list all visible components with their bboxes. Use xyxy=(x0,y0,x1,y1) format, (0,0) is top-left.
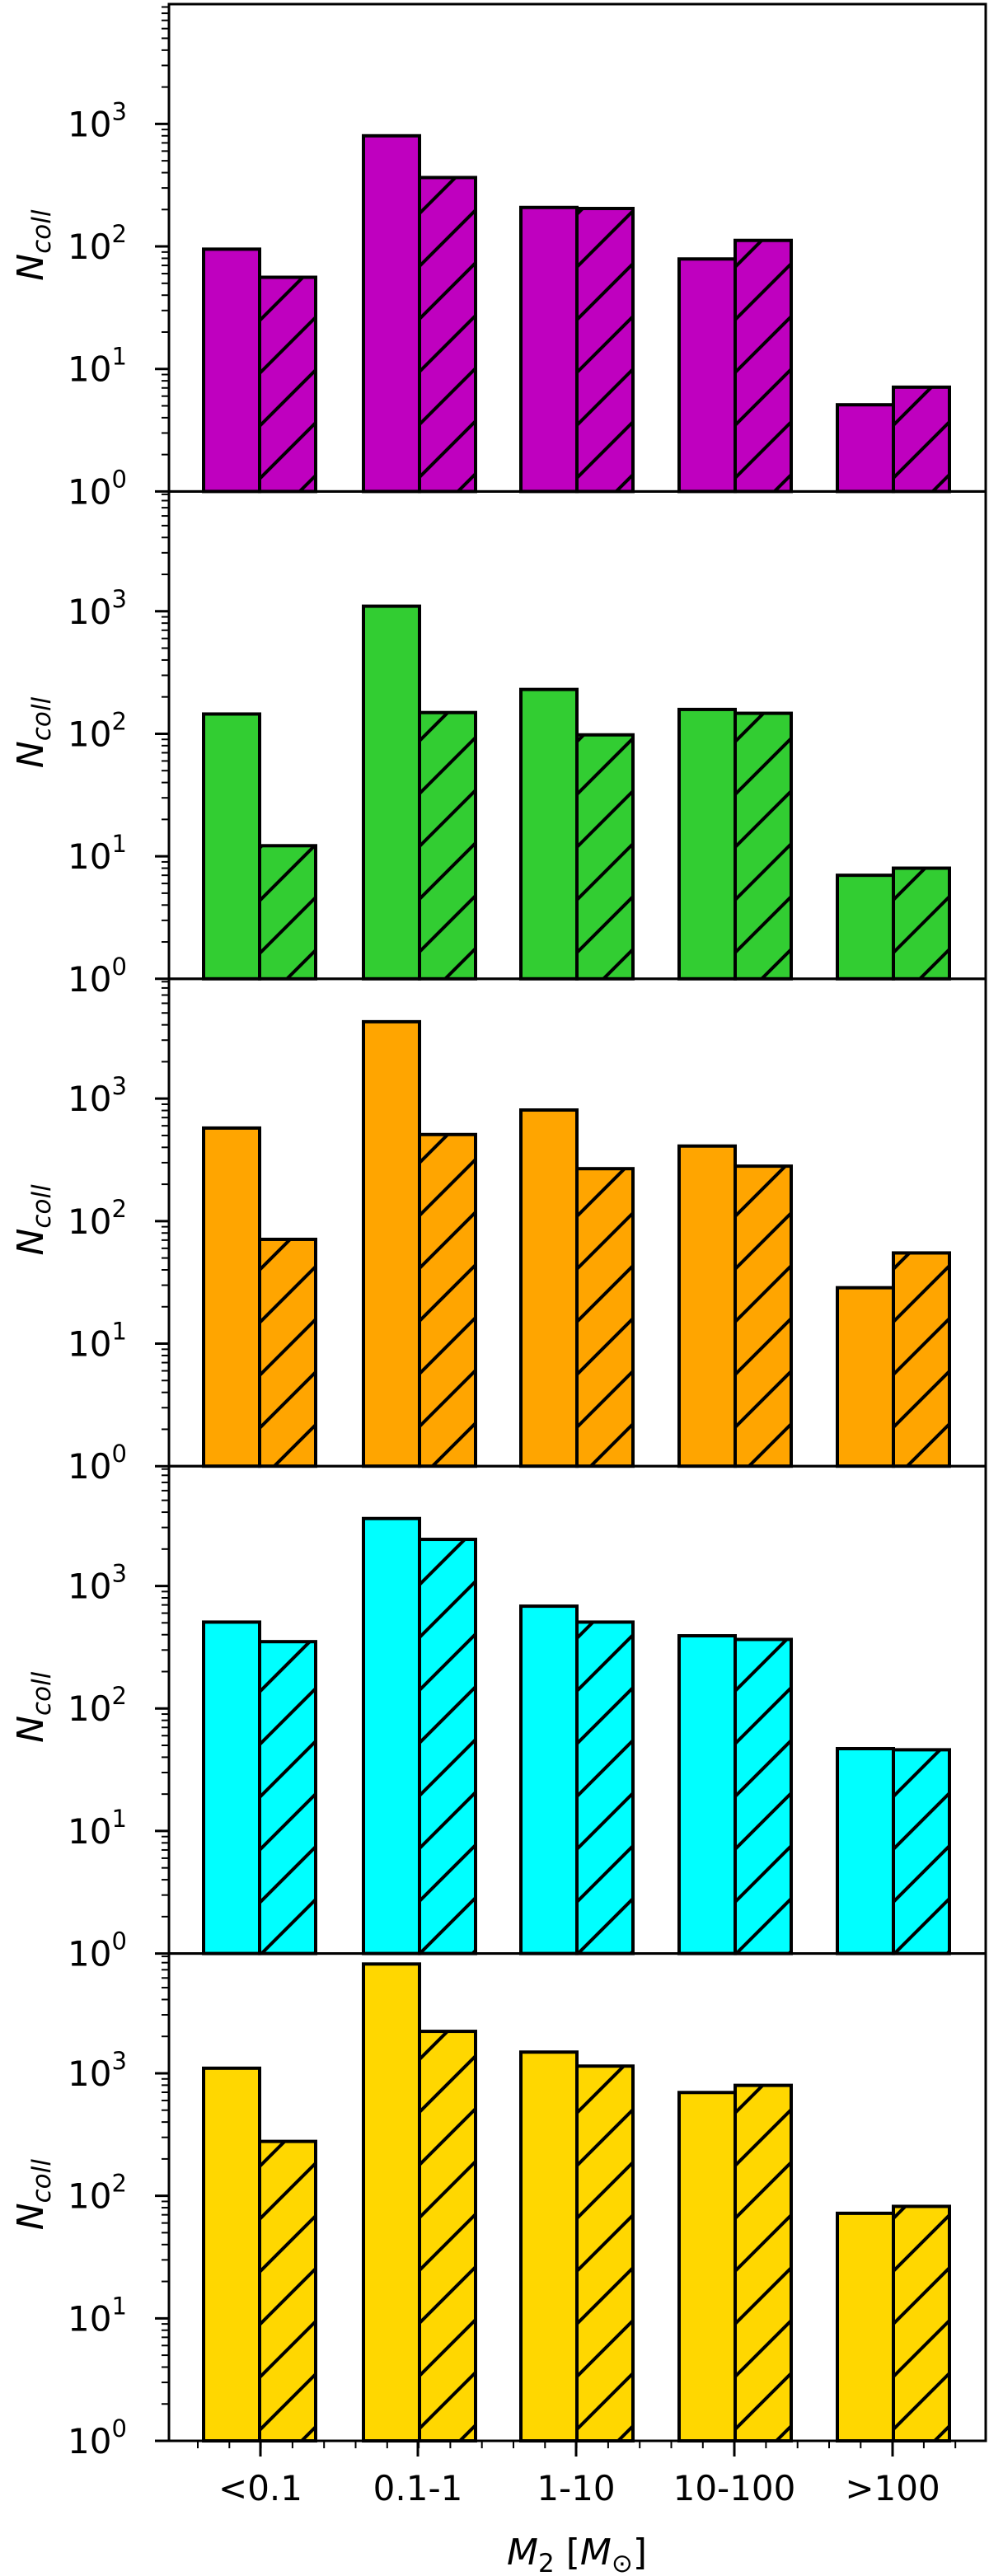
y-tick-label: 101 xyxy=(68,2292,127,2339)
hatched-bar-<0.1 xyxy=(258,275,317,494)
hatched-bar-10-100 xyxy=(734,1637,793,1955)
solid-bar-10-100 xyxy=(677,1144,737,1468)
solid-bar-0.1-1 xyxy=(362,133,421,494)
y-tick-label: 100 xyxy=(68,953,127,1000)
x-tick-label: >100 xyxy=(845,2468,940,2508)
hatched-bar->100 xyxy=(892,866,951,981)
solid-bar-<0.1 xyxy=(202,2066,261,2443)
y-tick-label: 100 xyxy=(68,465,127,512)
hatched-bar-1-10 xyxy=(575,1620,635,1955)
panel-1: 100 101 102 103 Ncoll xyxy=(10,2,987,512)
panel-5: 100 101 102 103 Ncoll xyxy=(10,1952,987,2461)
solid-bar-0.1-1 xyxy=(362,1019,421,1468)
y-tick-label: 101 xyxy=(68,1318,127,1365)
x-tick-label: 1-10 xyxy=(537,2468,615,2508)
y-tick-label: 101 xyxy=(68,1805,127,1852)
hatched-bar->100 xyxy=(892,1748,951,1955)
y-tick-label: 101 xyxy=(68,343,127,390)
y-tick-label: 102 xyxy=(68,2170,127,2217)
x-axis-label: M2 [M⊙] xyxy=(507,2532,647,2576)
solid-bar-<0.1 xyxy=(202,712,261,981)
hatched-bar-1-10 xyxy=(575,733,635,981)
y-tick-label: 103 xyxy=(68,1072,127,1119)
hatched-bar-1-10 xyxy=(575,1167,635,1468)
hatched-bar-<0.1 xyxy=(258,1640,317,1955)
hatched-bar->100 xyxy=(892,385,951,494)
y-tick-label: 103 xyxy=(68,2047,127,2094)
solid-bar-<0.1 xyxy=(202,247,261,494)
x-axis: <0.1 0.1-1 1-10 10-100 >100 M2 [M⊙] xyxy=(197,2441,957,2576)
hatched-bar-10-100 xyxy=(734,238,793,494)
solid-bar-10-100 xyxy=(677,257,737,494)
solid-bar-0.1-1 xyxy=(362,604,421,981)
x-tick-label: 10-100 xyxy=(673,2468,796,2508)
solid-bar->100 xyxy=(836,1746,895,1955)
solid-bar-<0.1 xyxy=(202,1126,261,1468)
hatched-bar-0.1-1 xyxy=(418,1538,477,1955)
hatched-bar-<0.1 xyxy=(258,844,317,981)
y-tick-label: 103 xyxy=(68,97,127,144)
hatched-bar-1-10 xyxy=(575,2064,635,2443)
hatched-bar->100 xyxy=(892,2204,951,2443)
y-tick-label: 100 xyxy=(68,1927,127,1974)
panel-2: 100 101 102 103 Ncoll xyxy=(10,489,987,1000)
y-tick-label: 100 xyxy=(68,2414,127,2461)
solid-bar->100 xyxy=(836,2211,895,2443)
hatched-bar-10-100 xyxy=(734,1164,793,1468)
chart-panels: 100 101 102 103 Ncoll 100 101 102 103 Ncoll 100 101… xyxy=(10,2,987,2461)
hatched-bar-<0.1 xyxy=(258,2139,317,2443)
y-axis-label: Ncoll xyxy=(10,209,57,281)
solid-bar->100 xyxy=(836,1286,895,1468)
y-tick-label: 100 xyxy=(68,1440,127,1487)
hatched-bar-10-100 xyxy=(734,2083,793,2443)
solid-bar-10-100 xyxy=(677,2091,737,2443)
solid-bar-1-10 xyxy=(519,687,579,981)
y-tick-label: 101 xyxy=(68,830,127,877)
panel-3: 100 101 102 103 Ncoll xyxy=(10,977,987,1487)
y-tick-label: 102 xyxy=(68,1682,127,1729)
y-tick-label: 102 xyxy=(68,220,127,267)
y-axis-label: Ncoll xyxy=(10,2159,57,2231)
hatched-bar-10-100 xyxy=(734,711,793,981)
y-axis-label: Ncoll xyxy=(10,1671,57,1743)
hatched-bar-0.1-1 xyxy=(418,1132,477,1468)
solid-bar-1-10 xyxy=(519,1108,579,1468)
y-tick-label: 103 xyxy=(68,585,127,632)
y-axis-label: Ncoll xyxy=(10,1184,57,1256)
hatched-bar-0.1-1 xyxy=(418,176,477,494)
hatched-bar-0.1-1 xyxy=(418,710,477,981)
solid-bar-0.1-1 xyxy=(362,1516,421,1955)
y-tick-label: 102 xyxy=(68,1195,127,1242)
y-tick-label: 103 xyxy=(68,1560,127,1607)
solid-bar-10-100 xyxy=(677,707,737,981)
solid-bar->100 xyxy=(836,403,895,494)
hatched-bar-<0.1 xyxy=(258,1237,317,1468)
y-tick-label: 102 xyxy=(68,707,127,754)
solid-bar-10-100 xyxy=(677,1634,737,1955)
x-tick-label: 0.1-1 xyxy=(373,2468,463,2508)
solid-bar-<0.1 xyxy=(202,1620,261,1955)
solid-bar->100 xyxy=(836,873,895,981)
hatched-bar-1-10 xyxy=(575,207,635,494)
panel-4: 100 101 102 103 Ncoll xyxy=(10,1464,987,1974)
solid-bar-1-10 xyxy=(519,205,579,494)
y-axis-label: Ncoll xyxy=(10,697,57,769)
solid-bar-0.1-1 xyxy=(362,1962,421,2443)
solid-bar-1-10 xyxy=(519,2050,579,2443)
x-tick-label: <0.1 xyxy=(218,2468,302,2508)
solid-bar-1-10 xyxy=(519,1604,579,1955)
hatched-bar->100 xyxy=(892,1251,951,1468)
hatched-bar-0.1-1 xyxy=(418,2030,477,2443)
